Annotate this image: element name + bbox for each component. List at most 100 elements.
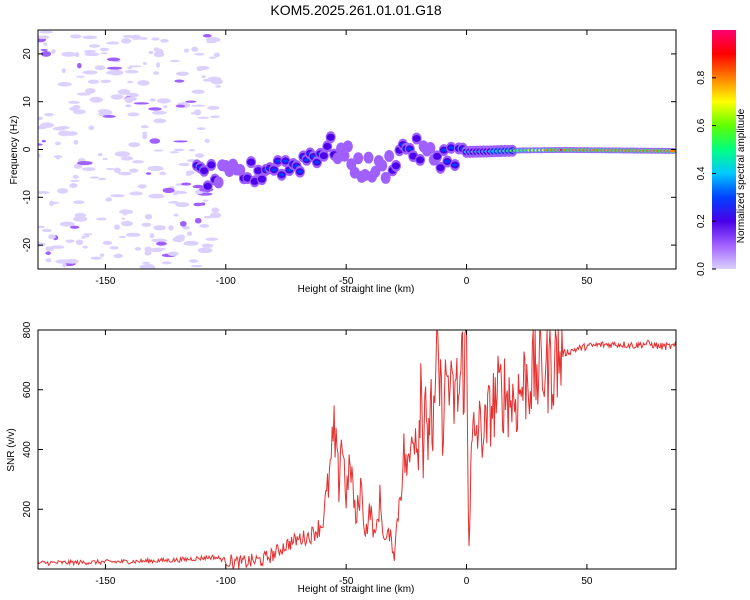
noise-blob xyxy=(127,112,140,117)
noise-blob xyxy=(82,233,93,236)
noise-blob xyxy=(41,228,52,233)
noise-blob xyxy=(100,79,112,83)
noise-blob xyxy=(87,79,100,84)
noise-blob xyxy=(84,52,100,57)
ridge-core xyxy=(669,149,676,153)
noise-blob xyxy=(186,231,193,236)
noise-blob xyxy=(41,139,46,143)
noise-blob xyxy=(174,236,179,241)
noise-blob xyxy=(113,253,123,259)
ridge-mark xyxy=(323,142,332,150)
noise-blob xyxy=(81,235,86,239)
noise-blob xyxy=(94,65,106,71)
noise-blob xyxy=(118,171,132,176)
noise-blob xyxy=(156,98,171,104)
noise-blob xyxy=(196,68,204,71)
noise-blob xyxy=(201,75,206,79)
noise-blob xyxy=(211,207,220,213)
noise-blob xyxy=(205,237,219,241)
noise-blob xyxy=(97,153,103,157)
noise-blob xyxy=(202,34,212,38)
noise-blob xyxy=(84,235,90,238)
noise-blob xyxy=(169,151,180,154)
ridge-mark xyxy=(392,162,401,170)
noise-blob xyxy=(45,251,51,256)
noise-blob xyxy=(114,151,131,157)
ridge-core xyxy=(274,159,281,163)
noise-blob xyxy=(77,161,93,166)
noise-blob xyxy=(174,190,184,195)
noise-blob xyxy=(61,51,77,57)
noise-blob xyxy=(203,215,214,219)
ridge-mark xyxy=(347,160,356,168)
ridge-core xyxy=(440,148,447,152)
noise-blob xyxy=(191,104,206,107)
ridge-mark xyxy=(203,182,212,190)
spectrogram-marks xyxy=(38,30,676,269)
noise-blob xyxy=(124,69,139,74)
noise-blob xyxy=(167,200,180,204)
ridge-mark xyxy=(236,166,245,174)
noise-blob xyxy=(193,109,202,116)
noise-blob xyxy=(159,171,167,176)
noise-blob xyxy=(51,49,56,54)
x-tick-label: 50 xyxy=(581,276,593,287)
noise-blob xyxy=(215,85,222,88)
noise-blob xyxy=(185,170,195,175)
noise-blob xyxy=(118,235,127,239)
snr-x-axis-label: Height of straight line (km) xyxy=(298,584,415,595)
colorbar-tick-label: 0.4 xyxy=(696,166,707,180)
noise-blob xyxy=(148,107,162,111)
noise-blob xyxy=(149,98,156,102)
noise-blob xyxy=(57,188,69,194)
noise-blob xyxy=(52,201,60,204)
noise-blob xyxy=(40,122,54,128)
noise-blob xyxy=(58,130,71,137)
noise-blob xyxy=(120,220,134,227)
noise-blob xyxy=(142,61,147,66)
noise-blob xyxy=(153,225,166,231)
noise-blob xyxy=(195,153,205,158)
ridge-core xyxy=(444,159,451,163)
noise-blob xyxy=(77,62,82,69)
noise-blob xyxy=(40,51,52,57)
x-tick-label: -50 xyxy=(339,276,354,287)
ridge-mark xyxy=(340,152,349,160)
ridge-mark xyxy=(319,152,328,160)
y-tick-label: -10 xyxy=(22,190,33,205)
ridge-mark xyxy=(433,152,442,160)
noise-blob xyxy=(125,104,132,108)
noise-blob xyxy=(167,251,179,257)
noise-blob xyxy=(144,213,153,220)
noise-blob xyxy=(89,176,99,179)
noise-blob xyxy=(69,183,78,188)
snr-series-line xyxy=(38,330,676,569)
ridge-core xyxy=(448,146,455,150)
noise-blob xyxy=(70,34,82,39)
noise-blob xyxy=(44,112,54,117)
noise-blob xyxy=(137,184,147,189)
noise-blob xyxy=(148,265,156,269)
noise-blob xyxy=(213,52,220,58)
snr-marks xyxy=(38,330,676,569)
ridge-mark xyxy=(354,154,363,162)
y-tick-label: 0 xyxy=(22,146,33,152)
noise-blob xyxy=(132,160,145,164)
noise-blob xyxy=(61,68,66,74)
ridge-core xyxy=(406,147,413,151)
y-tick-label: 600 xyxy=(22,381,33,398)
ridge-core xyxy=(270,168,277,172)
noise-blob xyxy=(180,182,192,186)
noise-blob xyxy=(134,246,142,251)
x-tick-label: -50 xyxy=(339,576,354,587)
noise-blob xyxy=(100,110,113,116)
ridge-mark xyxy=(409,152,418,160)
ridge-mark xyxy=(436,164,445,172)
noise-blob xyxy=(106,41,120,45)
noise-blob xyxy=(72,109,86,115)
noise-blob xyxy=(156,241,167,246)
noise-blob xyxy=(38,191,50,194)
noise-blob xyxy=(117,89,131,95)
